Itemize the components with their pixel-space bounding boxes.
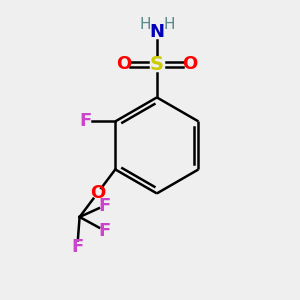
Text: O: O (90, 184, 105, 202)
Text: S: S (150, 55, 164, 74)
Text: F: F (99, 196, 111, 214)
Text: H: H (140, 17, 151, 32)
Text: F: F (99, 222, 111, 240)
Text: O: O (182, 56, 197, 74)
Text: H: H (164, 17, 176, 32)
Text: O: O (116, 56, 132, 74)
Text: F: F (80, 112, 92, 130)
Text: F: F (71, 238, 83, 256)
Text: N: N (149, 22, 164, 40)
